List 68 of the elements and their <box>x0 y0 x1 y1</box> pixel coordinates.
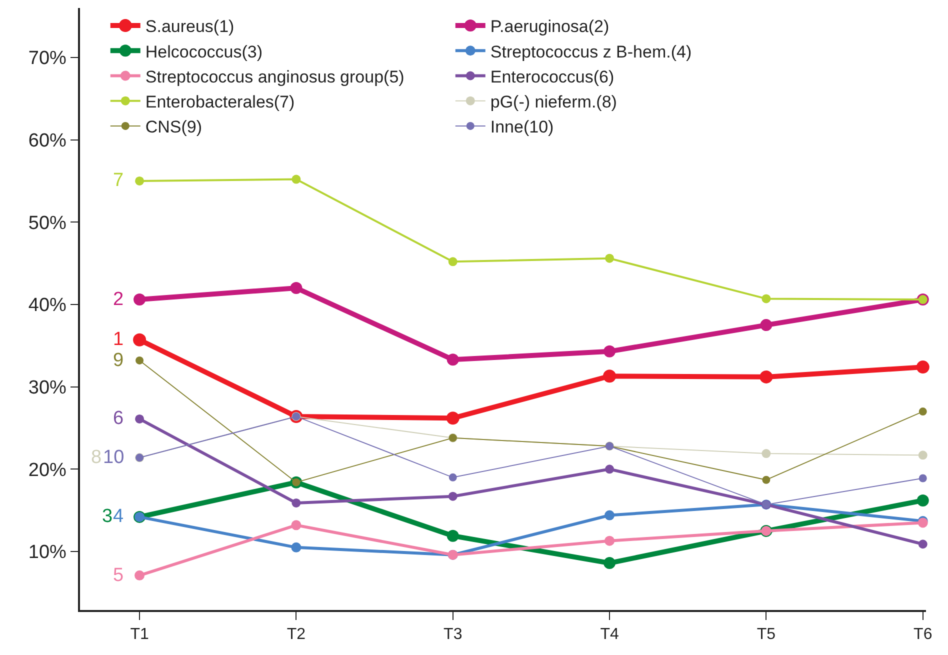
point <box>135 176 144 186</box>
x-tick-label: T4 <box>600 626 619 643</box>
point <box>292 498 301 508</box>
point <box>918 450 928 460</box>
annotation: 4 <box>113 506 124 527</box>
point <box>604 510 615 520</box>
point <box>291 520 302 530</box>
annotation: 8 <box>91 447 102 468</box>
annotation: 9 <box>113 350 124 371</box>
point <box>916 360 930 374</box>
annotation: 2 <box>113 289 124 310</box>
point <box>290 282 302 294</box>
point <box>136 356 144 364</box>
y-tick-label: 20% <box>28 460 67 481</box>
point <box>604 557 616 570</box>
legend-label: Enterobacterales(7) <box>145 92 295 112</box>
y-tick-label: 10% <box>28 542 67 564</box>
legend-label: S.aureus(1) <box>145 17 234 36</box>
annotation: 6 <box>113 408 124 429</box>
point <box>604 345 616 358</box>
point <box>603 370 616 383</box>
point <box>134 294 146 306</box>
legend-label: Streptococcus z B-hem.(4) <box>490 42 692 62</box>
x-tick-label: T3 <box>444 626 462 643</box>
point <box>448 473 457 482</box>
y-tick-label: 70% <box>28 48 67 70</box>
x-tick-label: T5 <box>756 626 776 643</box>
legend-label: Inne(10) <box>490 118 554 137</box>
point <box>762 449 771 458</box>
legend-label: Helcococcus(3) <box>145 42 263 62</box>
point <box>918 408 927 416</box>
y-tick-label: 30% <box>28 377 67 398</box>
x-tick-label: T2 <box>286 626 306 643</box>
point <box>762 294 771 304</box>
point <box>918 540 928 549</box>
point <box>448 257 458 266</box>
point <box>446 354 459 366</box>
y-tick-label: 50% <box>28 212 67 234</box>
point <box>135 414 144 424</box>
annotation: 3 <box>102 506 113 527</box>
y-tick-label: 40% <box>28 295 67 316</box>
legend-label: Enterococcus(6) <box>490 67 614 86</box>
point <box>291 542 302 552</box>
point <box>762 476 770 484</box>
legend-label: CNS(9) <box>145 118 202 137</box>
annotation: 5 <box>113 565 124 586</box>
legend-label: Streptococcus anginosus group(5) <box>145 67 404 86</box>
point <box>605 254 614 263</box>
point <box>134 570 145 580</box>
point <box>916 494 929 506</box>
legend-label: P.aeruginosa(2) <box>490 17 610 36</box>
point <box>918 474 927 482</box>
legend-label: pG(-) nieferm.(8) <box>490 92 617 112</box>
point <box>448 492 458 501</box>
point <box>133 333 146 346</box>
y-tick-label: 60% <box>28 130 67 152</box>
point <box>760 319 772 332</box>
x-tick-label: T1 <box>130 626 149 643</box>
point <box>292 174 301 184</box>
annotation: 7 <box>113 170 124 191</box>
point <box>605 464 614 474</box>
point <box>760 370 773 384</box>
annotation: 1 <box>113 329 124 350</box>
point <box>604 536 615 546</box>
annotation: 10 <box>103 447 124 468</box>
point <box>446 412 460 425</box>
x-tick-label: T6 <box>914 626 932 643</box>
point <box>446 530 459 542</box>
